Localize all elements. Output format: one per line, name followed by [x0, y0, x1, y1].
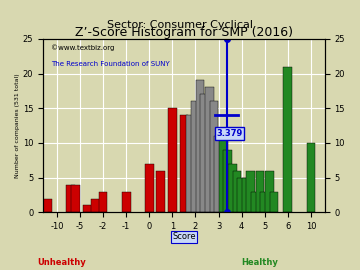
Bar	[205, 87, 214, 212]
Bar	[224, 150, 232, 212]
Bar	[210, 101, 218, 212]
Y-axis label: Number of companies (531 total): Number of companies (531 total)	[15, 73, 20, 178]
Text: Sector: Consumer Cyclical: Sector: Consumer Cyclical	[107, 20, 253, 30]
Bar	[71, 185, 80, 212]
Bar	[200, 94, 209, 212]
Bar	[180, 115, 188, 212]
Bar	[265, 171, 274, 212]
Bar	[99, 191, 107, 212]
Text: Unhealthy: Unhealthy	[37, 258, 86, 266]
Bar	[219, 136, 228, 212]
Title: Z’-Score Histogram for SMP (2016): Z’-Score Histogram for SMP (2016)	[75, 26, 293, 39]
Bar	[43, 198, 52, 212]
Bar	[168, 108, 177, 212]
Bar	[233, 171, 242, 212]
Bar	[91, 198, 100, 212]
X-axis label: Score: Score	[172, 232, 196, 241]
Bar	[247, 171, 255, 212]
Bar	[237, 178, 246, 212]
Bar	[228, 164, 237, 212]
Bar	[242, 178, 251, 212]
Bar	[83, 205, 92, 212]
Bar	[191, 101, 200, 212]
Text: 3.379: 3.379	[216, 129, 243, 138]
Bar	[260, 191, 269, 212]
Text: Healthy: Healthy	[241, 258, 278, 266]
Text: ©www.textbiz.org: ©www.textbiz.org	[51, 44, 115, 51]
Bar	[283, 67, 292, 212]
Bar	[214, 136, 223, 212]
Bar	[196, 80, 204, 212]
Bar	[145, 164, 154, 212]
Bar	[186, 115, 195, 212]
Text: The Research Foundation of SUNY: The Research Foundation of SUNY	[51, 61, 170, 68]
Bar	[251, 191, 260, 212]
Bar	[270, 191, 278, 212]
Bar	[256, 171, 265, 212]
Bar	[156, 171, 165, 212]
Bar	[66, 185, 75, 212]
Bar	[122, 191, 131, 212]
Bar	[306, 143, 315, 212]
